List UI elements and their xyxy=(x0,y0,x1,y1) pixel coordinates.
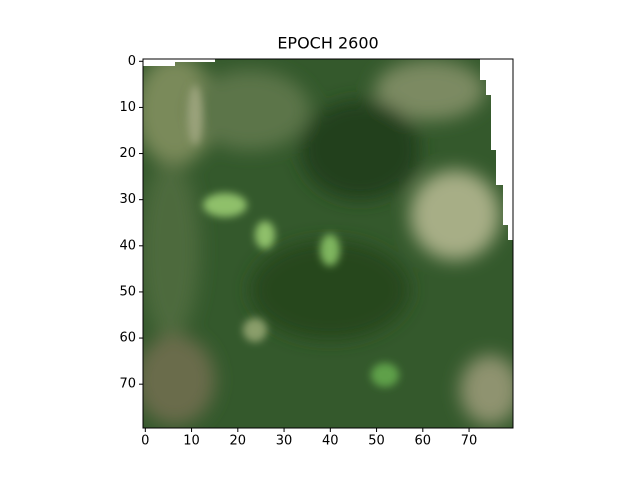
x-tick-label: 70 xyxy=(461,434,478,449)
x-tick-label: 10 xyxy=(183,434,200,449)
x-tick-label: 50 xyxy=(368,434,385,449)
y-tick-label: 70 xyxy=(119,377,136,392)
y-tick-label: 0 xyxy=(128,54,136,69)
y-tick-label: 60 xyxy=(119,331,136,346)
x-tick-label: 30 xyxy=(276,434,293,449)
axes-frame xyxy=(142,58,514,429)
image xyxy=(143,59,513,428)
y-tick-label: 30 xyxy=(119,192,136,207)
x-tick-label: 0 xyxy=(141,434,149,449)
chart-title: EPOCH 2600 xyxy=(277,34,378,53)
y-tick-label: 10 xyxy=(119,100,136,115)
x-tick-label: 60 xyxy=(415,434,432,449)
x-tick-label: 40 xyxy=(322,434,339,449)
y-tick-label: 50 xyxy=(119,284,136,299)
y-tick-label: 40 xyxy=(119,238,136,253)
x-tick-label: 20 xyxy=(230,434,247,449)
y-tick-label: 20 xyxy=(119,146,136,161)
